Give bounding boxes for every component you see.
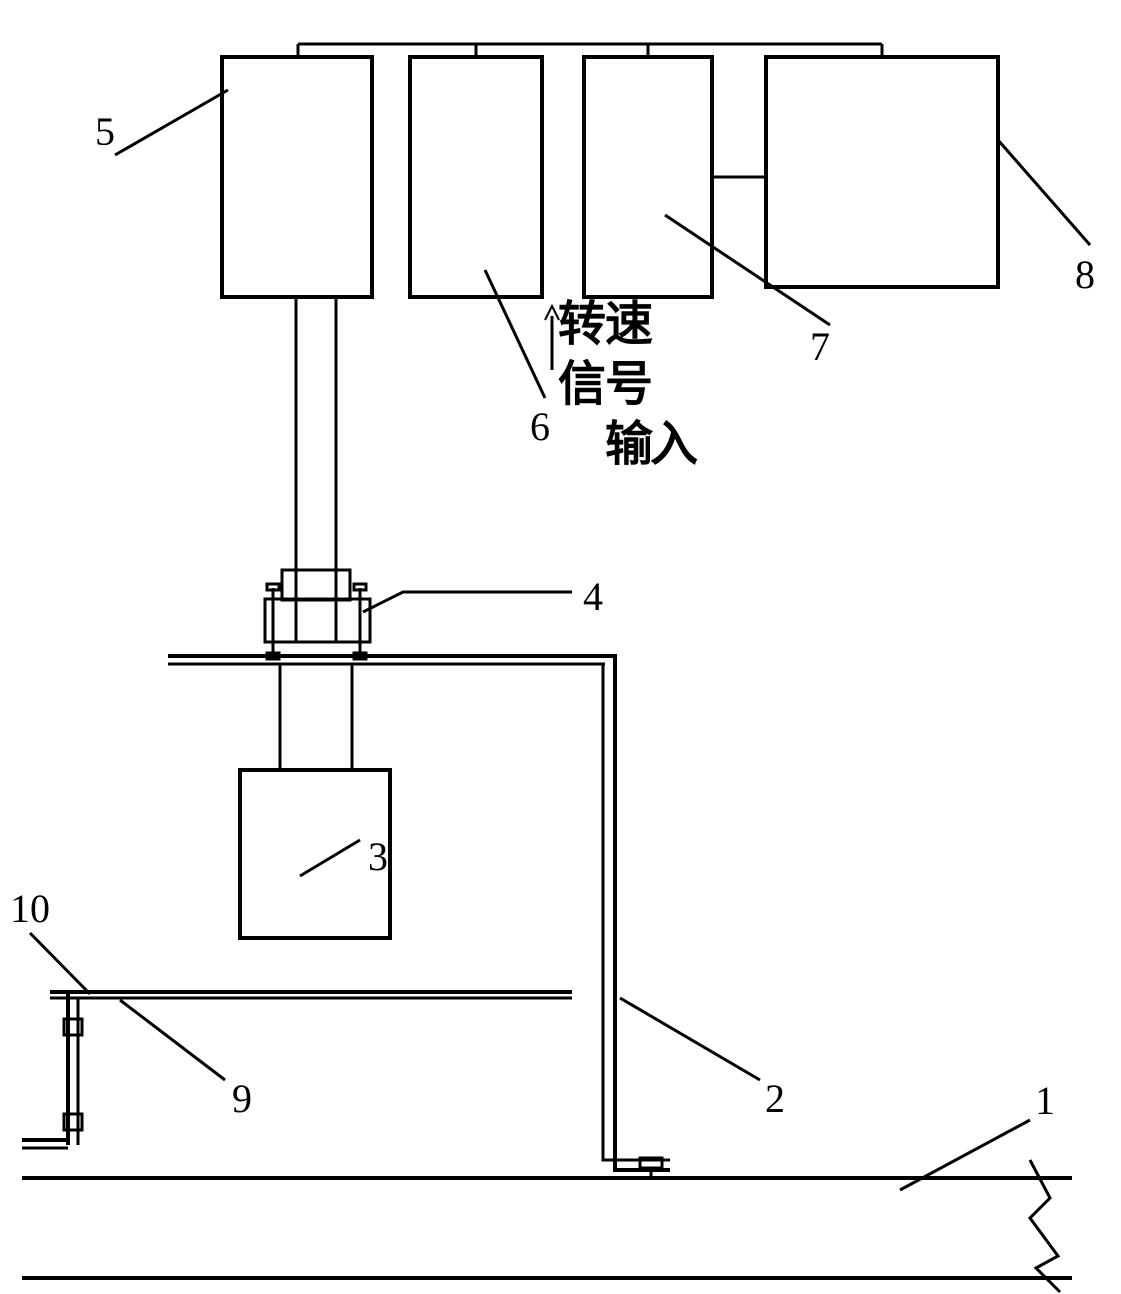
leader-10 (30, 933, 90, 994)
label-8: 8 (1075, 252, 1095, 297)
bracket-inner (468, 664, 670, 1160)
label-7: 7 (810, 324, 830, 369)
pipe-collar (282, 570, 350, 600)
label-6: 6 (530, 404, 550, 449)
cjk-2-2: 号 (605, 358, 653, 411)
label-2: 2 (765, 1076, 785, 1121)
leader-9 (120, 1000, 225, 1080)
box-6 (410, 57, 542, 297)
cjk-1-1: 转 (558, 298, 606, 351)
flange-bolt-l-head (267, 584, 279, 590)
leader-3 (300, 840, 360, 876)
leader-4 (363, 592, 572, 612)
cjk-3-3: 入 (650, 418, 698, 471)
leader-7 (665, 215, 830, 325)
label-5: 5 (95, 109, 115, 154)
diagram-canvas: 5 6 7 8 转信速号输入 4 3 2 10 9 1 (0, 0, 1121, 1294)
label-4: 4 (583, 574, 603, 619)
cjk-2-3: 输 (605, 418, 654, 471)
label-9: 9 (232, 1076, 252, 1121)
bracket-outer (468, 656, 670, 1170)
label-1: 1 (1035, 1078, 1055, 1123)
barrel (280, 664, 352, 770)
cjk-1-2: 信 (558, 358, 606, 411)
box-8 (766, 57, 998, 287)
cjk-2-1: 速 (605, 298, 653, 351)
flange-body (265, 599, 370, 642)
bracket-base-bolt-head (640, 1158, 662, 1168)
box-5 (222, 57, 372, 297)
label-3: 3 (368, 834, 388, 879)
label-10: 10 (10, 886, 50, 931)
leader-8 (998, 140, 1090, 245)
leader-5 (115, 90, 228, 155)
flange-bolt-r-head (354, 584, 366, 590)
box-7 (584, 57, 712, 297)
leader-6 (485, 270, 545, 398)
leader-2 (620, 998, 760, 1080)
